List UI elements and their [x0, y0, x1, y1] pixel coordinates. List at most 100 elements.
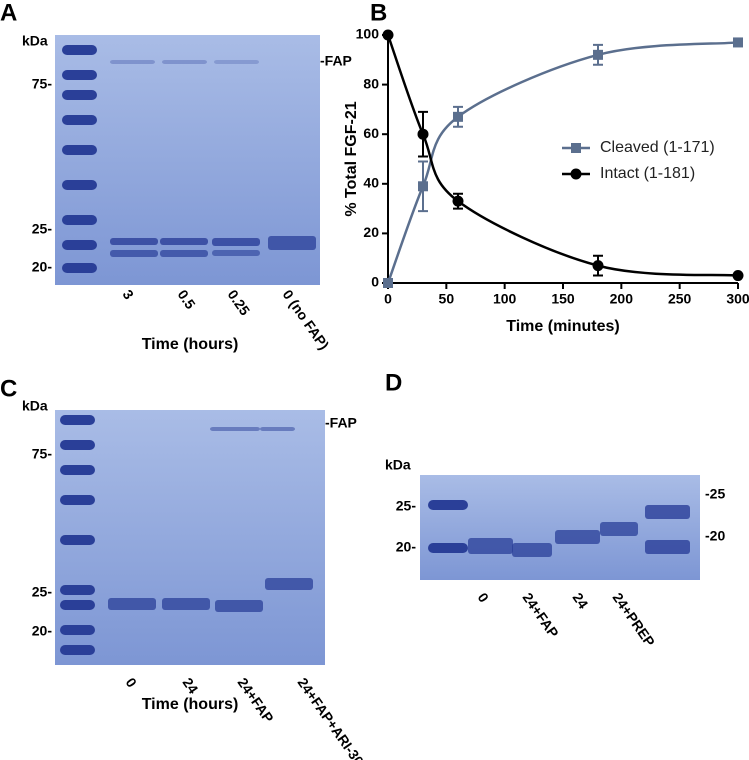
gel-band — [268, 236, 316, 250]
lane-label: 0.25 — [225, 287, 254, 319]
lane-label: 24+PREP — [610, 590, 659, 650]
panel-letter: A — [0, 0, 17, 26]
unit-label: kDa — [22, 398, 48, 414]
gel-band — [555, 530, 600, 544]
ladder-band — [62, 90, 97, 100]
data-point — [733, 37, 743, 48]
data-point — [383, 278, 393, 288]
gel-band — [160, 238, 208, 245]
marker-label: 75- — [32, 76, 53, 92]
data-point — [571, 143, 581, 153]
ladder-band — [60, 645, 95, 655]
panel-letter: C — [0, 375, 17, 402]
ladder-band — [62, 215, 97, 225]
ladder-band — [428, 543, 468, 553]
marker-label: 20- — [32, 623, 53, 639]
data-point — [592, 260, 604, 272]
y-tick-label: 40 — [363, 175, 379, 191]
axis-title: Time (hours) — [142, 336, 239, 353]
ladder-band — [62, 240, 97, 250]
marker-label: 20- — [32, 259, 53, 275]
gel — [420, 475, 700, 580]
gel-band — [212, 238, 260, 246]
lane-label: 0.5 — [175, 287, 199, 312]
lane-label: 24+FAP+ARI-3099 — [295, 675, 377, 760]
lane-label: 24 — [180, 675, 202, 697]
gel-band — [468, 538, 513, 554]
gel-band — [260, 427, 295, 431]
ladder-band — [60, 625, 95, 635]
marker-label: 25- — [396, 498, 417, 514]
band-label: -FAP — [325, 415, 357, 431]
panel-letter: D — [385, 369, 402, 396]
data-point — [452, 195, 464, 207]
lane-label: 24 — [570, 590, 592, 612]
lane-label: 0 — [123, 675, 141, 691]
ladder-band — [60, 495, 95, 505]
marker-label: 20- — [396, 539, 417, 555]
series-line — [386, 41, 739, 284]
gel-band — [212, 250, 260, 256]
lane-label: 24+FAP — [235, 675, 277, 726]
ladder-band — [62, 145, 97, 155]
x-tick-label: 250 — [668, 291, 692, 307]
ladder-band — [62, 263, 97, 273]
ladder-band — [62, 70, 97, 80]
gel-band — [214, 60, 259, 64]
ladder-band — [60, 465, 95, 475]
unit-label: kDa — [385, 457, 411, 473]
ladder-band — [62, 115, 97, 125]
x-tick-label: 200 — [610, 291, 634, 307]
gel-band — [110, 60, 155, 64]
x-tick-label: 50 — [439, 291, 455, 307]
legend-label: Intact (1-181) — [600, 165, 695, 182]
lane-label: 3 — [120, 287, 138, 303]
series-line — [386, 34, 739, 277]
ladder-band — [60, 600, 95, 610]
data-point — [418, 181, 428, 192]
ladder-band — [60, 585, 95, 595]
marker-label: 25- — [32, 221, 53, 237]
ladder-band — [60, 440, 95, 450]
x-tick-label: 0 — [384, 291, 392, 307]
data-point — [732, 270, 744, 282]
ladder-band — [62, 180, 97, 190]
gel-band — [645, 505, 690, 519]
lane-label: 0 (no FAP) — [280, 287, 333, 353]
y-tick-label: 80 — [363, 75, 379, 91]
y-tick-label: 20 — [363, 224, 379, 240]
data-point — [382, 29, 394, 41]
y-axis-title: % Total FGF-21 — [343, 101, 360, 216]
ladder-band — [428, 500, 468, 510]
marker-label: 25- — [32, 584, 53, 600]
gel-band — [600, 522, 638, 536]
marker-label: -25 — [705, 486, 725, 502]
y-tick-label: 100 — [356, 26, 380, 42]
gel — [55, 410, 325, 665]
gel-band — [162, 598, 210, 610]
x-tick-label: 300 — [726, 291, 749, 307]
gel-band — [110, 250, 158, 257]
panel-letter: B — [370, 0, 387, 26]
legend-label: Cleaved (1-171) — [600, 139, 715, 156]
x-tick-label: 150 — [551, 291, 575, 307]
marker-label: -20 — [705, 528, 725, 544]
data-point — [453, 111, 463, 122]
marker-label: 75- — [32, 446, 53, 462]
data-point — [570, 168, 582, 180]
ladder-band — [60, 535, 95, 545]
gel-band — [265, 578, 313, 590]
gel-band — [110, 238, 158, 245]
ladder-band — [60, 415, 95, 425]
axis-title: Time (hours) — [142, 696, 239, 713]
unit-label: kDa — [22, 33, 48, 49]
gel-band — [210, 427, 260, 431]
x-axis-title: Time (minutes) — [506, 318, 620, 335]
lane-label: 24+FAP — [520, 590, 562, 641]
ladder-band — [62, 45, 97, 55]
data-point — [417, 128, 429, 140]
y-tick-label: 60 — [363, 125, 379, 141]
gel-band — [160, 250, 208, 257]
band-label: -FAP — [320, 53, 352, 69]
